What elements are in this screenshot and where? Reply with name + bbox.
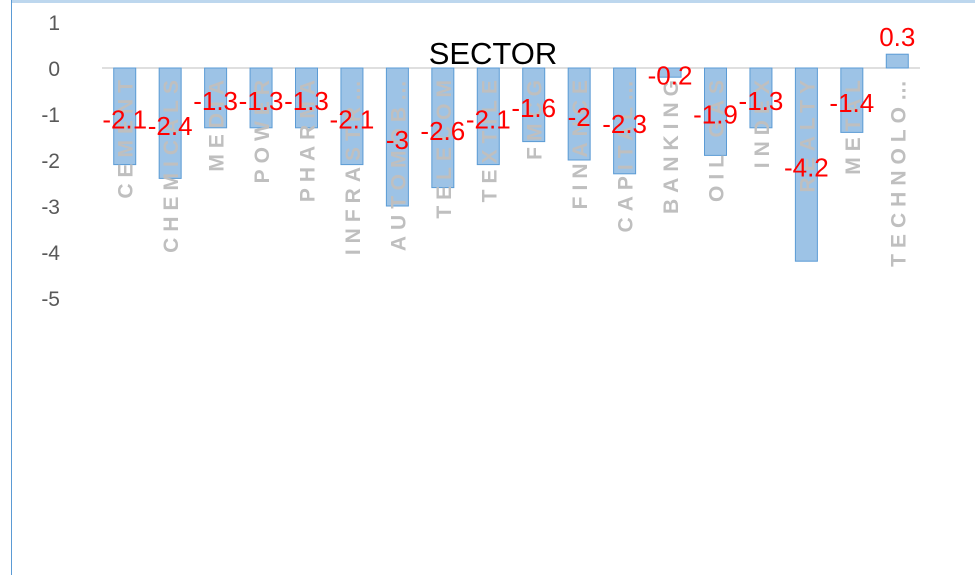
- bar: [249, 67, 273, 129]
- data-label: -1.4: [829, 88, 874, 118]
- data-label: -2.1: [330, 104, 375, 134]
- category-label: METAL: [842, 74, 865, 175]
- data-label: -2.6: [420, 116, 465, 146]
- category-label: INDEX: [751, 74, 774, 168]
- data-label: -2.1: [466, 104, 511, 134]
- category-label: INFRASTR…: [342, 74, 365, 255]
- data-label: -1.9: [693, 100, 738, 130]
- bar: [749, 67, 773, 129]
- data-label: -1.3: [193, 86, 238, 116]
- bar: [113, 67, 137, 166]
- category-label: PHARMA: [297, 74, 320, 202]
- chart-title: SECTOR: [429, 36, 558, 71]
- y-tick-label: 1: [48, 12, 60, 35]
- data-label: -2.4: [148, 111, 193, 141]
- bar: [522, 67, 546, 143]
- y-tick-label: 0: [48, 58, 60, 81]
- y-tick-label: -3: [41, 196, 60, 219]
- category-label: MEDIA: [206, 74, 229, 172]
- category-label: CAPITAL…: [615, 74, 638, 232]
- frame-left-edge: [0, 0, 12, 575]
- data-label: -1.3: [284, 86, 329, 116]
- data-label: -1.3: [239, 86, 284, 116]
- data-label: -1.3: [739, 86, 784, 116]
- data-label: -1.6: [511, 93, 556, 123]
- bars: [113, 53, 909, 262]
- bar: [158, 67, 182, 179]
- data-label: -0.2: [648, 61, 693, 91]
- data-label: -4.2: [784, 153, 829, 183]
- y-tick-label: -1: [41, 104, 60, 127]
- bar: [431, 67, 455, 189]
- bar: [295, 67, 318, 129]
- bar: [567, 67, 591, 161]
- category-label: FINANCE: [569, 74, 592, 209]
- category-label: POWER: [251, 74, 274, 183]
- category-label: OIL GAS: [706, 74, 729, 202]
- y-axis-ticks: 1 0 -1 -2 -3 -4 -5: [41, 12, 60, 311]
- category-label: CHEMICALS: [160, 74, 183, 253]
- data-labels: -2.1 -2.4-1.3 -1.3 -1.3-2.1-3 -2.6 -2.1 -1.6 -2…: [102, 22, 915, 182]
- y-tick-label: -4: [41, 242, 60, 265]
- category-label: FMCG: [524, 74, 547, 160]
- bar: [840, 67, 864, 133]
- bar: [613, 67, 637, 175]
- y-tick-label: -2: [41, 150, 60, 173]
- data-label: -3: [386, 125, 409, 155]
- category-label: TEXTILE: [478, 74, 501, 202]
- bar: [476, 67, 500, 166]
- bar: [704, 67, 727, 156]
- data-label: -2: [568, 102, 591, 132]
- bar: [794, 67, 818, 262]
- bar: [385, 67, 409, 207]
- bar: [340, 67, 364, 166]
- category-label: AUTOMOB…: [387, 74, 410, 251]
- y-tick-label: -5: [41, 288, 60, 311]
- bar: [204, 67, 228, 129]
- category-label: TELECOM: [433, 74, 456, 219]
- data-label: -2.1: [102, 104, 147, 134]
- bar: [658, 67, 682, 78]
- category-labels: CEMENT CHEMICALS MEDIA POWER PHARMA INFRASTR……: [115, 74, 911, 267]
- bar: [885, 53, 909, 69]
- data-label: -2.3: [602, 109, 647, 139]
- category-label: TECHNOLO…: [887, 74, 910, 267]
- frame-top-edge: [12, 0, 975, 3]
- data-label: 0.3: [879, 22, 915, 52]
- category-label: BANKING: [660, 74, 683, 214]
- category-label: CEMENT: [115, 74, 138, 199]
- category-label: REALTY: [796, 74, 819, 192]
